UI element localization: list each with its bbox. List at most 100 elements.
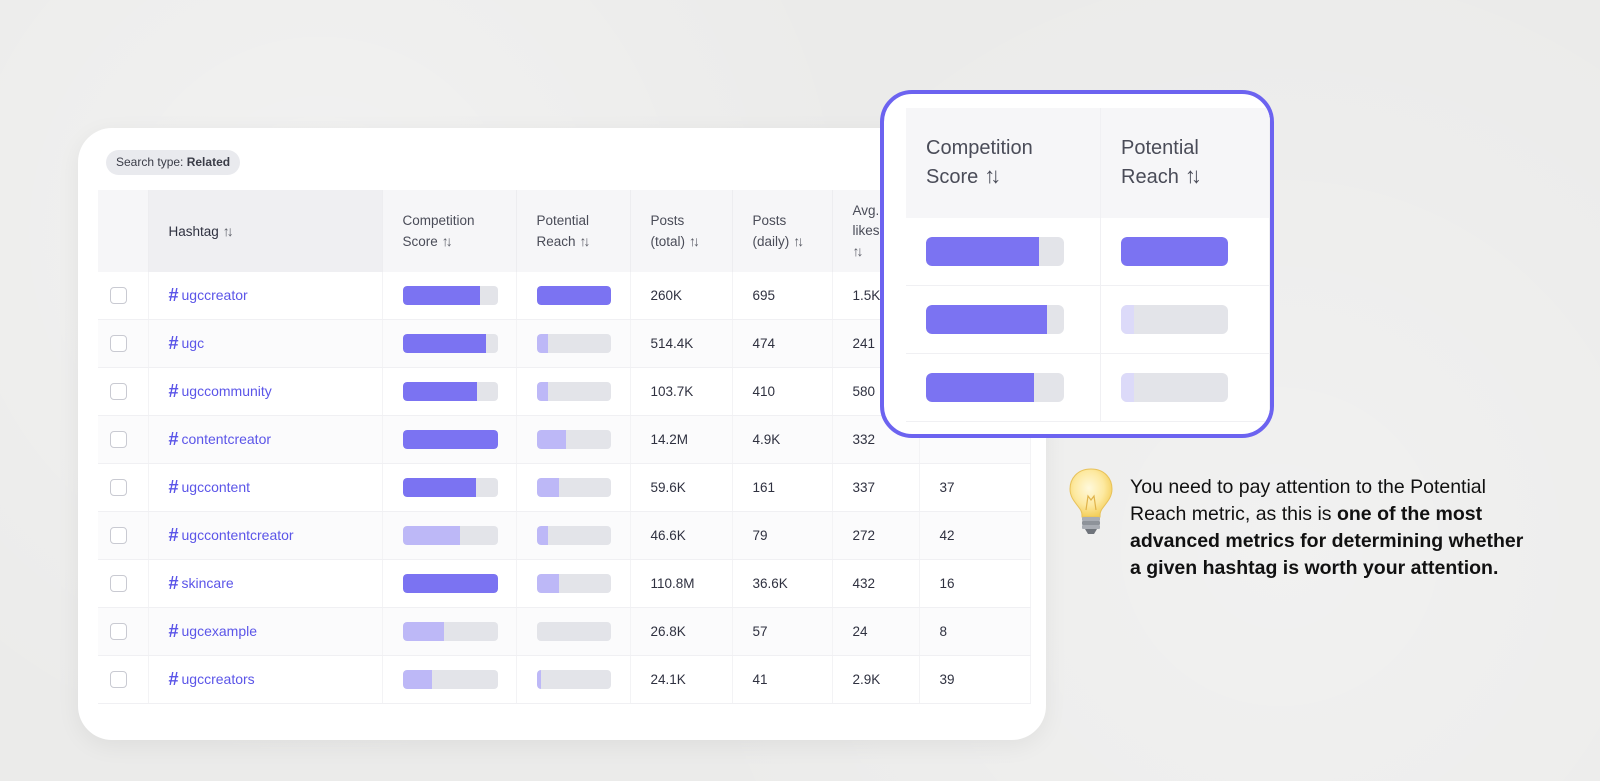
column-header-competition-score[interactable]: Competition Score ↑↓ [382, 190, 517, 272]
posts-total-cell: 260K [630, 272, 733, 320]
posts-total-cell: 103.7K [630, 367, 733, 416]
zoom-row [906, 218, 1270, 286]
tip-text: You need to pay attention to the Potenti… [1130, 474, 1530, 582]
row-checkbox[interactable] [110, 575, 127, 592]
competition-score-bar [402, 622, 498, 641]
sort-icon[interactable]: ↑↓ [852, 242, 864, 259]
hashtag-link[interactable]: # contentcreator [169, 429, 272, 449]
sort-icon[interactable]: ↑↓ [441, 232, 453, 249]
table-row[interactable]: # skincare 110.8M 36.6K 432 16 [98, 559, 1031, 608]
hash-icon: # [168, 333, 179, 353]
potential-reach-cell [516, 655, 631, 704]
table-row[interactable]: # ugc 514.4K 474 241 [98, 319, 1031, 368]
column-header-potential-reach[interactable]: Potential Reach ↑↓ [516, 190, 631, 272]
tip-text-plain: You need to pay attention to the Potenti… [1130, 476, 1486, 525]
row-select-cell [98, 511, 149, 560]
potential-reach-bar [536, 334, 611, 353]
potential-reach-cell [516, 367, 631, 416]
potential-reach-fill [536, 478, 559, 497]
potential-reach-fill [536, 334, 549, 353]
row-select-cell [98, 367, 149, 416]
row-checkbox[interactable] [110, 479, 127, 496]
competition-score-fill [402, 622, 445, 641]
column-header-hashtag[interactable]: Hashtag ↑↓ [148, 190, 383, 272]
zoom-body [906, 218, 1270, 422]
avg-likes-cell: 24 [832, 607, 920, 656]
lightbulb-icon [1069, 468, 1113, 534]
column-header-posts-total[interactable]: Posts (total) ↑↓ [630, 190, 733, 272]
posts-daily-cell: 161 [732, 463, 833, 512]
zoom-reach-fill [1121, 305, 1134, 334]
potential-reach-bar [536, 526, 611, 545]
hashtag-link[interactable]: # ugccommunity [169, 381, 272, 401]
row-checkbox[interactable] [110, 623, 127, 640]
hashtag-link[interactable]: # ugccreators [169, 669, 255, 689]
row-checkbox[interactable] [110, 335, 127, 352]
posts-total-cell: 46.6K [630, 511, 733, 560]
potential-reach-fill [536, 574, 559, 593]
column-header-label: (total) [650, 233, 686, 249]
search-type-label: Search type: [116, 155, 187, 169]
competition-score-bar [402, 526, 498, 545]
row-select-cell [98, 463, 149, 512]
hashtag-link[interactable]: # ugccontent [169, 477, 251, 497]
sort-icon[interactable]: ↑↓ [793, 232, 804, 249]
competition-score-fill [402, 286, 481, 305]
zoom-header-potential-reach[interactable]: Potential Reach ↑↓ [1101, 108, 1270, 218]
hash-icon: # [168, 621, 179, 641]
column-header-posts-daily[interactable]: Posts (daily) ↑↓ [732, 190, 833, 272]
competition-score-cell [382, 607, 517, 656]
hashtag-link[interactable]: # ugcexample [168, 621, 258, 641]
hashtag-link[interactable]: # ugc [168, 333, 205, 353]
zoom-header-label: Competition [926, 137, 1033, 159]
row-checkbox[interactable] [110, 431, 127, 448]
extra-cell: 8 [919, 607, 1031, 656]
hash-icon: # [168, 525, 179, 545]
row-select-cell [98, 319, 149, 368]
sort-icon[interactable]: ↑↓ [579, 232, 591, 249]
potential-reach-cell [516, 463, 631, 512]
table-row[interactable]: # ugccreators 24.1K 41 2.9K 39 [98, 655, 1031, 704]
hashtag-name: ugccreators [181, 671, 255, 687]
competition-score-bar [402, 334, 498, 353]
potential-reach-bar [536, 478, 611, 497]
zoom-row [906, 286, 1270, 354]
row-checkbox[interactable] [110, 383, 127, 400]
search-type-badge[interactable]: Search type: Related [106, 150, 241, 175]
extra-cell: 37 [919, 463, 1031, 512]
row-checkbox[interactable] [110, 527, 127, 544]
zoom-reach-cell [1101, 218, 1270, 285]
competition-score-fill [402, 430, 498, 449]
zoom-header-competition-score[interactable]: Competition Score ↑↓ [906, 108, 1101, 218]
potential-reach-fill [536, 382, 549, 401]
row-checkbox[interactable] [110, 287, 127, 304]
row-checkbox[interactable] [110, 671, 127, 688]
competition-score-cell [382, 272, 517, 320]
table-row[interactable]: # ugccontent 59.6K 161 337 37 [98, 463, 1031, 512]
competition-score-cell [382, 511, 517, 560]
hashtag-link[interactable]: # skincare [169, 573, 234, 593]
posts-total-cell: 514.4K [630, 319, 733, 368]
posts-daily-cell: 79 [732, 511, 833, 560]
tip-text-bold: one of the most advanced metrics for det… [1130, 503, 1524, 579]
sort-icon[interactable]: ↑↓ [1184, 163, 1202, 188]
column-header-label: Score [402, 233, 438, 249]
table-row[interactable]: # ugcexample 26.8K 57 24 8 [98, 607, 1031, 656]
table-row[interactable]: # contentcreator 14.2M 4.9K 332 [98, 415, 1031, 464]
hashtag-link[interactable]: # ugccreator [169, 285, 248, 305]
competition-score-cell [382, 559, 517, 608]
sort-icon[interactable]: ↑↓ [984, 163, 1001, 188]
hashtag-link[interactable]: # ugccontentcreator [168, 525, 294, 545]
posts-daily-cell: 57 [732, 607, 833, 656]
zoom-competition-cell [906, 286, 1101, 353]
zoom-competition-fill [926, 373, 1034, 402]
posts-total-cell: 59.6K [630, 463, 733, 512]
competition-score-cell [382, 463, 517, 512]
table-row[interactable]: # ugccontentcreator 46.6K 79 272 42 [98, 511, 1031, 560]
zoom-reach-cell [1101, 354, 1270, 421]
extra-cell: 39 [919, 655, 1031, 704]
sort-icon[interactable]: ↑↓ [689, 232, 700, 249]
select-column-header [98, 190, 149, 272]
column-header-label: Avg. [852, 202, 880, 218]
sort-icon[interactable]: ↑↓ [222, 222, 234, 239]
